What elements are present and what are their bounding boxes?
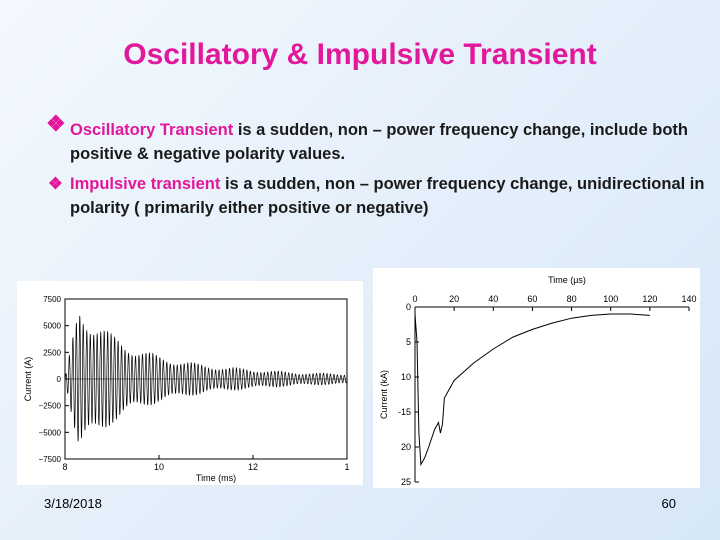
diamond-bullet-icon: ❖ — [48, 175, 63, 193]
footer-date: 3/18/2018 — [44, 496, 102, 511]
x-axis-label: Time (µs) — [548, 275, 586, 285]
y-tick-label: 20 — [401, 442, 411, 452]
x-tick-label: 12 — [248, 462, 258, 472]
oscillation-series-line — [64, 315, 348, 442]
diamond-bullet-icon: ❖ — [46, 111, 66, 136]
bullet-lead: Oscillatory Transient — [70, 121, 234, 139]
x-tick-label: 0 — [412, 294, 417, 304]
oscillatory-chart: 7500 5000 2500 0 −2500 −5000 −7500 8 10 12 1 Time (… — [17, 281, 363, 485]
x-tick-label: 10 — [154, 462, 164, 472]
y-tick-label: 2500 — [43, 348, 61, 357]
slide-title: Oscillatory & Impulsive Transient — [123, 38, 597, 71]
y-tick-label: −2500 — [39, 402, 62, 411]
x-tick-label: 20 — [449, 294, 459, 304]
y-tick-label: 5000 — [43, 322, 61, 331]
bullet-oscillatory: ❖ Oscillatory Transient is a sudden, non… — [46, 112, 708, 166]
y-tick-label: 7500 — [43, 295, 61, 304]
y-axis-label: Current (kA) — [379, 370, 389, 419]
x-tick-label: 8 — [62, 462, 67, 472]
x-tick-label: 120 — [642, 294, 657, 304]
x-tick-label: 80 — [567, 294, 577, 304]
y-tick-label: −5000 — [39, 428, 62, 437]
bullet-lead: Impulsive transient — [70, 175, 221, 193]
y-tick-label: 10 — [401, 372, 411, 382]
page-number: 60 — [661, 496, 676, 511]
x-axis-label: Time (ms) — [196, 473, 236, 483]
y-tick-label: 5 — [406, 337, 411, 347]
y-tick-label: −7500 — [39, 455, 62, 464]
impulsive-chart: 0 20 40 60 80 100 120 140 0 5 10 -15 20 25 Time (µs) Cu… — [373, 268, 700, 488]
impulse-series-line — [414, 313, 650, 467]
bullet-text: is a sudden, non – power frequency chang… — [70, 121, 688, 163]
y-tick-label: -15 — [398, 407, 411, 417]
bullet-text: is a sudden, non – power frequency chang… — [70, 175, 705, 217]
y-tick-label: 0 — [406, 302, 411, 312]
x-tick-label: 60 — [527, 294, 537, 304]
impulsive-chart-svg: 0 20 40 60 80 100 120 140 0 5 10 -15 20 25 Time (µs) Cu… — [379, 275, 697, 487]
y-tick-label: 25 — [401, 477, 411, 487]
bullet-list: ❖ Oscillatory Transient is a sudden, non… — [46, 112, 708, 220]
x-tick-label: 1 — [344, 462, 349, 472]
y-tick-label: 0 — [57, 375, 62, 384]
x-tick-label: 100 — [603, 294, 618, 304]
bullet-impulsive: ❖ Impulsive transient is a sudden, non –… — [48, 172, 708, 220]
x-tick-label: 140 — [681, 294, 696, 304]
y-axis-label: Current (A) — [23, 357, 33, 402]
x-tick-label: 40 — [488, 294, 498, 304]
